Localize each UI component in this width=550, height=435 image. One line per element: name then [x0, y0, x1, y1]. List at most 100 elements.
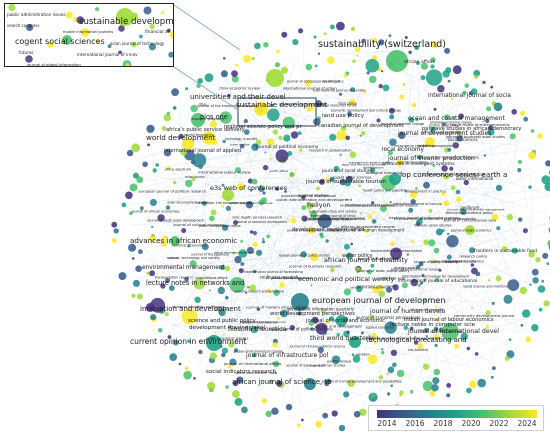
network-node[interactable]: [126, 149, 134, 157]
network-node[interactable]: [171, 88, 180, 97]
network-node[interactable]: [247, 286, 250, 289]
network-node[interactable]: [522, 309, 531, 318]
network-node[interactable]: [252, 352, 257, 358]
inset-node[interactable]: [95, 39, 100, 44]
network-node[interactable]: [310, 284, 313, 287]
network-node[interactable]: [501, 246, 508, 252]
network-node[interactable]: [474, 74, 479, 79]
network-node[interactable]: [385, 202, 389, 206]
network-node[interactable]: [444, 47, 451, 54]
network-node[interactable]: [367, 269, 372, 275]
network-node[interactable]: [423, 239, 430, 246]
network-node[interactable]: [185, 87, 189, 91]
network-node[interactable]: [232, 380, 239, 387]
network-node[interactable]: [408, 207, 414, 213]
network-node[interactable]: [370, 167, 376, 173]
network-node[interactable]: [404, 36, 408, 39]
network-node[interactable]: [450, 97, 454, 101]
network-hub-node[interactable]: [349, 336, 361, 348]
inset-node[interactable]: [8, 4, 16, 11]
network-node[interactable]: [396, 159, 404, 167]
network-node[interactable]: [442, 70, 450, 78]
network-node[interactable]: [314, 64, 318, 68]
network-node[interactable]: [335, 315, 348, 327]
network-node[interactable]: [381, 348, 384, 351]
network-node[interactable]: [287, 151, 293, 156]
network-node[interactable]: [417, 154, 422, 160]
network-node[interactable]: [316, 186, 320, 191]
network-node[interactable]: [172, 339, 179, 346]
network-node[interactable]: [447, 148, 452, 152]
network-node[interactable]: [423, 181, 430, 189]
network-node[interactable]: [347, 111, 352, 117]
network-node[interactable]: [166, 166, 171, 171]
network-node[interactable]: [139, 206, 144, 211]
network-node[interactable]: [338, 424, 346, 432]
network-node[interactable]: [340, 125, 347, 131]
network-node[interactable]: [343, 391, 350, 398]
network-node[interactable]: [466, 387, 472, 394]
network-node[interactable]: [247, 178, 253, 184]
inset-node[interactable]: [25, 55, 33, 63]
network-node[interactable]: [443, 173, 450, 180]
inset-hub-node[interactable]: [116, 8, 134, 26]
network-node[interactable]: [495, 184, 503, 192]
network-node[interactable]: [129, 211, 133, 215]
network-node[interactable]: [446, 254, 452, 260]
network-node[interactable]: [234, 255, 242, 264]
network-node[interactable]: [163, 113, 171, 122]
network-node[interactable]: [172, 106, 177, 110]
network-hub-node[interactable]: [222, 189, 234, 201]
network-node[interactable]: [388, 34, 392, 38]
network-node[interactable]: [163, 149, 172, 157]
network-node[interactable]: [541, 175, 550, 185]
network-node[interactable]: [406, 253, 409, 256]
inset-node[interactable]: [125, 63, 130, 66]
network-node[interactable]: [221, 204, 225, 208]
network-node[interactable]: [411, 102, 417, 108]
network-node[interactable]: [218, 309, 226, 317]
network-node[interactable]: [135, 265, 142, 273]
network-node[interactable]: [454, 343, 460, 349]
network-node[interactable]: [190, 104, 198, 113]
network-node[interactable]: [363, 90, 367, 94]
network-node[interactable]: [297, 131, 302, 136]
network-node[interactable]: [192, 153, 207, 168]
network-node[interactable]: [378, 84, 383, 89]
network-hub-node[interactable]: [389, 173, 401, 185]
network-node[interactable]: [224, 265, 231, 272]
network-node[interactable]: [506, 213, 514, 221]
network-node[interactable]: [234, 348, 239, 353]
network-node[interactable]: [469, 247, 475, 254]
network-node[interactable]: [421, 144, 425, 147]
network-node[interactable]: [428, 208, 433, 213]
network-node[interactable]: [369, 314, 374, 320]
network-node[interactable]: [537, 285, 546, 293]
network-node[interactable]: [349, 151, 357, 158]
network-node[interactable]: [541, 279, 545, 283]
network-node[interactable]: [384, 321, 397, 334]
network-node[interactable]: [245, 201, 254, 209]
network-hub-node[interactable]: [170, 236, 180, 246]
network-node[interactable]: [275, 186, 280, 191]
network-node[interactable]: [313, 118, 321, 126]
network-node[interactable]: [138, 249, 143, 255]
network-node[interactable]: [378, 375, 383, 380]
network-node[interactable]: [466, 346, 470, 351]
network-node[interactable]: [146, 124, 155, 133]
network-node[interactable]: [369, 393, 376, 399]
network-node[interactable]: [251, 178, 258, 185]
network-node[interactable]: [354, 46, 361, 53]
inset-node[interactable]: [166, 28, 171, 33]
network-node[interactable]: [520, 110, 526, 116]
network-node[interactable]: [234, 397, 243, 406]
network-node[interactable]: [530, 129, 535, 133]
network-node[interactable]: [462, 90, 467, 95]
network-hub-node[interactable]: [206, 335, 222, 351]
network-node[interactable]: [508, 338, 512, 341]
network-node[interactable]: [441, 165, 448, 172]
network-node[interactable]: [197, 78, 203, 84]
network-node[interactable]: [532, 277, 539, 284]
network-node[interactable]: [329, 176, 335, 182]
network-node[interactable]: [446, 393, 451, 398]
